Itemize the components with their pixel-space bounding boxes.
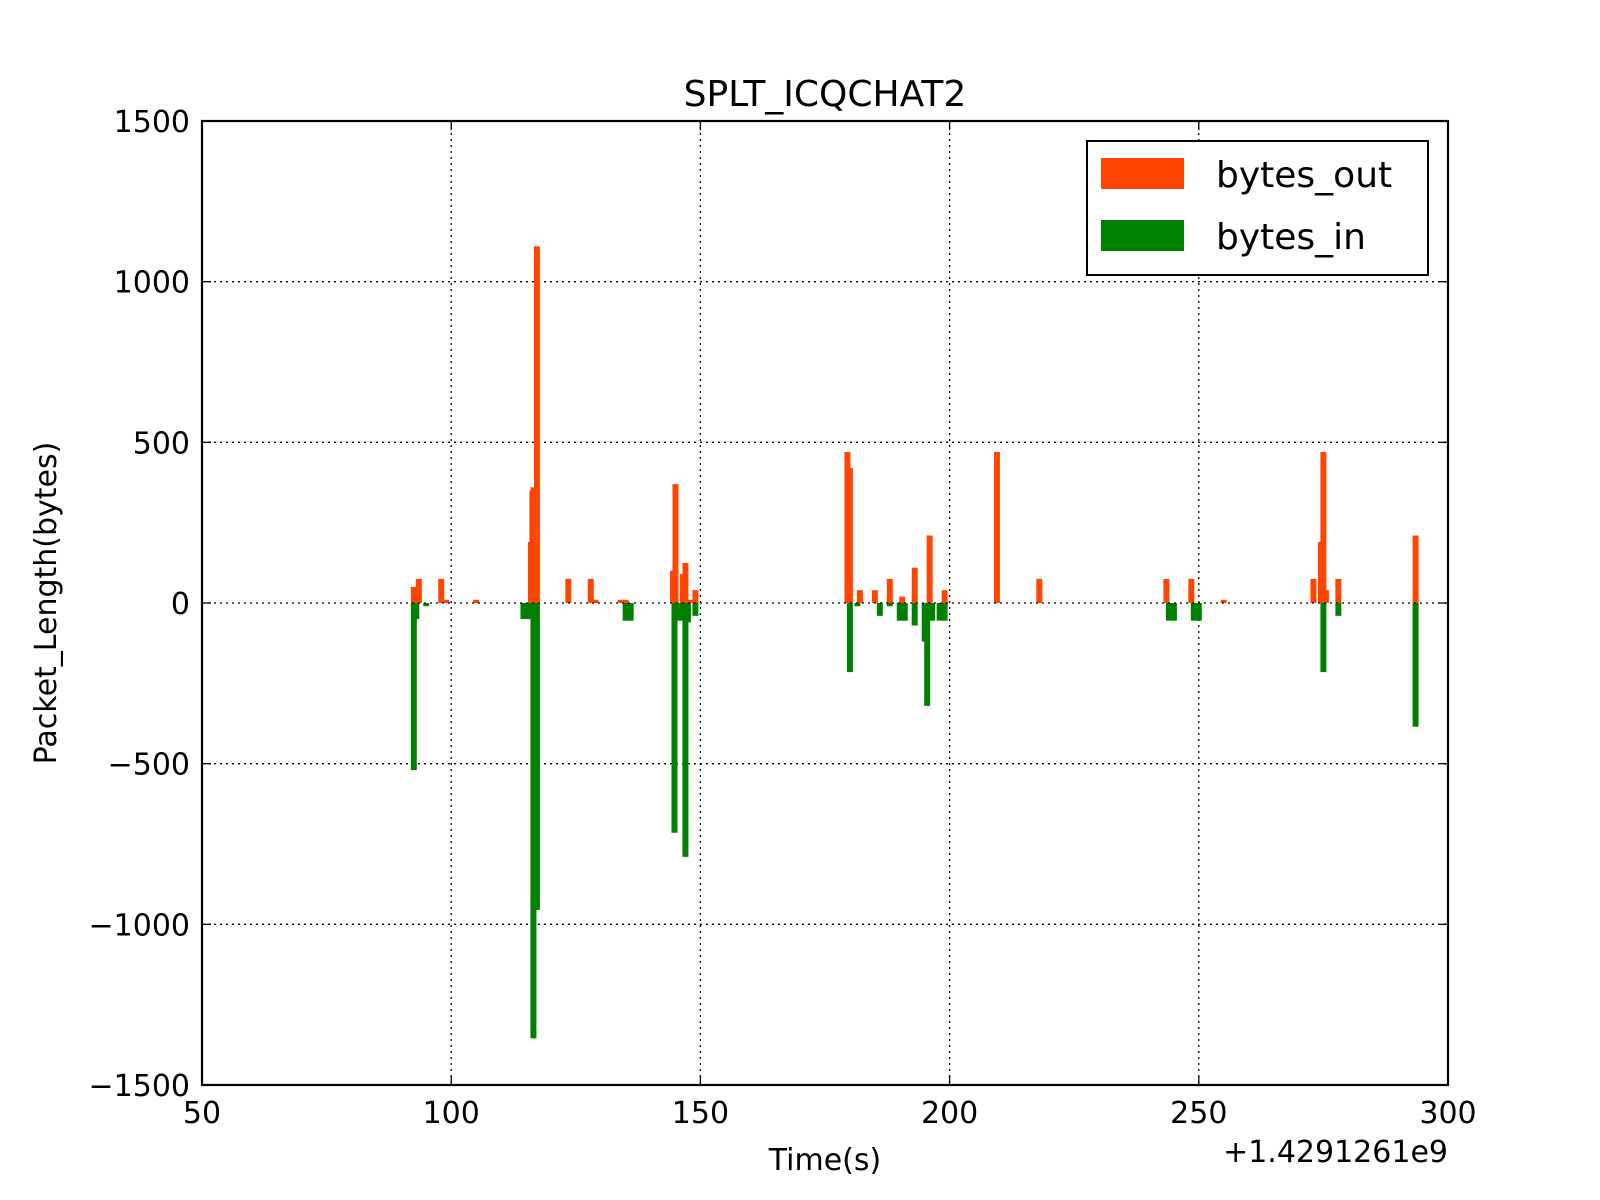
bar-bytes-out xyxy=(886,578,893,603)
y-tick-label: 1000 xyxy=(114,266,190,301)
bar-bytes-out xyxy=(530,487,537,603)
bar-bytes-out xyxy=(1322,590,1329,603)
bar-bytes-out xyxy=(1320,451,1327,603)
bar-bytes-out xyxy=(592,599,599,603)
x-axis-label: Time(s) xyxy=(768,1143,881,1178)
x-tick-label: 150 xyxy=(672,1096,729,1131)
axis-ticks xyxy=(201,120,1449,1086)
bar-bytes-out xyxy=(1163,578,1170,603)
x-tick-label: 50 xyxy=(183,1096,221,1131)
bar-bytes-in xyxy=(410,603,417,771)
bar-bytes-out xyxy=(1036,578,1043,603)
bar-bytes-in xyxy=(682,603,689,857)
bar-bytes-in xyxy=(533,603,540,910)
bar-bytes-in xyxy=(622,603,629,621)
legend-label-bytes-out: bytes_out xyxy=(1216,155,1392,196)
bar-bytes-in xyxy=(1412,603,1419,727)
bar-bytes-in xyxy=(846,603,853,673)
legend-swatch-bytes-out xyxy=(1101,158,1184,189)
bar-bytes-out xyxy=(846,468,853,603)
bar-bytes-out xyxy=(443,599,450,603)
bar-bytes-in xyxy=(924,603,931,706)
bar-bytes-in xyxy=(671,603,678,833)
bar-bytes-out xyxy=(672,484,679,603)
bar-bytes-out xyxy=(993,451,1000,603)
chart-title: SPLT_ICQCHAT2 xyxy=(684,74,967,115)
bar-bytes-in xyxy=(886,603,893,607)
bar-bytes-in xyxy=(1335,603,1342,616)
x-tick-label: 250 xyxy=(1170,1096,1227,1131)
bar-bytes-in xyxy=(692,603,699,616)
bar-bytes-out xyxy=(617,599,624,603)
bar-bytes-in xyxy=(929,603,936,621)
bar-bytes-in xyxy=(941,603,948,621)
x-tick-label: 200 xyxy=(921,1096,978,1131)
y-tick-label: 500 xyxy=(133,426,190,461)
bar-bytes-in xyxy=(627,603,634,621)
y-tick-label: 1500 xyxy=(114,105,190,140)
bar-bytes-in xyxy=(936,603,943,621)
bar-bytes-in xyxy=(854,603,861,607)
bar-bytes-out xyxy=(941,590,948,603)
bar-bytes-in xyxy=(1320,603,1327,673)
bar-bytes-out xyxy=(473,599,480,603)
bar-bytes-in xyxy=(876,603,883,616)
bar-bytes-out xyxy=(899,596,906,603)
bar-bytes-out xyxy=(1412,535,1419,603)
bar-bytes-in xyxy=(1170,603,1177,621)
bars xyxy=(410,246,1419,1039)
bar-bytes-out xyxy=(533,246,540,603)
bar-bytes-out xyxy=(1220,599,1227,603)
bar-bytes-in xyxy=(1190,603,1197,621)
x-tick-label: 300 xyxy=(1419,1096,1476,1131)
bar-bytes-in xyxy=(684,603,691,623)
bar-bytes-in xyxy=(423,603,430,607)
y-tick-label: −1500 xyxy=(89,1069,190,1104)
bar-bytes-in xyxy=(525,603,532,620)
bar-bytes-in xyxy=(911,603,918,626)
bar-bytes-in xyxy=(520,603,527,620)
bar-bytes-in xyxy=(530,603,537,1039)
bar-bytes-in xyxy=(901,603,908,621)
y-tick-label: −1000 xyxy=(89,908,190,943)
bar-bytes-in xyxy=(1195,603,1202,621)
bar-bytes-out xyxy=(415,578,422,603)
bar-bytes-out xyxy=(438,578,445,603)
bar-bytes-out xyxy=(692,590,699,603)
bar-bytes-out xyxy=(682,562,689,603)
bar-bytes-in xyxy=(896,603,903,621)
bar-bytes-out xyxy=(1335,578,1342,603)
bar-bytes-out xyxy=(856,590,863,603)
bar-bytes-out xyxy=(911,567,918,603)
legend-swatch-bytes-in xyxy=(1101,220,1184,251)
y-tick-label: −500 xyxy=(108,748,190,783)
tick-labels: 50 100 150 200 250 300 1500 1000 500 0 −500 −1000 −1… xyxy=(89,105,1477,1131)
x-offset-label: +1.4291261e9 xyxy=(1223,1135,1448,1170)
y-axis-label: Packet_Length(bytes) xyxy=(29,442,64,765)
bar-bytes-out xyxy=(587,578,594,603)
x-tick-label: 100 xyxy=(423,1096,480,1131)
bar-bytes-out xyxy=(565,578,572,603)
legend-label-bytes-in: bytes_in xyxy=(1216,217,1366,258)
bar-bytes-out xyxy=(926,535,933,603)
legend: bytes_out bytes_in xyxy=(1086,140,1429,276)
bar-bytes-out xyxy=(687,599,694,603)
bar-bytes-in xyxy=(674,603,681,621)
bar-bytes-out xyxy=(1310,578,1317,603)
bar-bytes-out xyxy=(410,586,417,603)
bar-bytes-in xyxy=(1165,603,1172,621)
bar-bytes-out xyxy=(622,599,629,603)
y-tick-label: 0 xyxy=(171,587,190,622)
bar-bytes-out xyxy=(1188,578,1195,603)
bar-bytes-out xyxy=(871,590,878,603)
bar-bytes-in xyxy=(413,603,420,620)
